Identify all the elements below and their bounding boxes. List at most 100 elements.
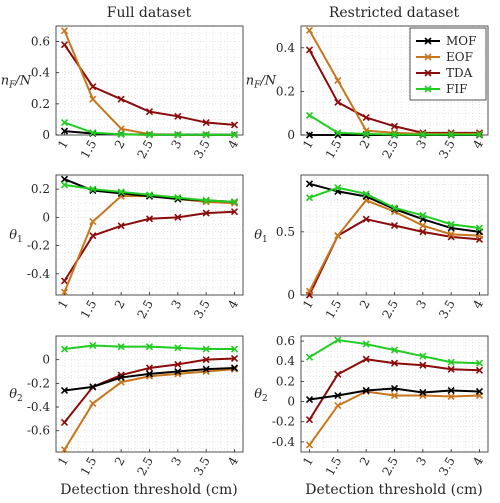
x-tick-label: 1 xyxy=(300,138,316,152)
x-tick-label: 4 xyxy=(225,137,241,151)
marker-fif xyxy=(390,204,399,212)
x-tick-label: 3 xyxy=(168,138,184,152)
marker-eof xyxy=(89,218,97,226)
legend-entry-fif: FIF xyxy=(416,82,467,96)
marker-eof xyxy=(305,441,314,449)
legend-entry-tda: TDA xyxy=(416,66,473,80)
marker-fif xyxy=(89,341,97,350)
marker-mof xyxy=(390,384,399,393)
y-tick-label: 0 xyxy=(42,210,50,224)
y-axis-label: nF/N xyxy=(246,74,277,91)
marker-fif xyxy=(419,211,427,219)
x-tick-label: 2.5 xyxy=(134,298,156,322)
y-axis-label: θ2 xyxy=(254,387,268,404)
marker-tda xyxy=(202,118,210,127)
x-tick-label: 4 xyxy=(225,297,241,311)
x-tick-label: 3.5 xyxy=(436,455,458,479)
marker-tda xyxy=(117,222,125,230)
marker-tda xyxy=(305,416,314,424)
legend-entry-eof: EOF xyxy=(416,50,473,64)
y-tick-label: 0.4 xyxy=(276,41,295,55)
y-tick-label: -0.2 xyxy=(27,376,50,390)
x-tick-label: 2.5 xyxy=(134,455,156,479)
marker-mof xyxy=(145,370,154,378)
marker-fif xyxy=(305,194,314,202)
y-tick-label: 0.6 xyxy=(31,35,50,49)
y-tick-label: 0.4 xyxy=(31,66,50,80)
marker-mof xyxy=(305,131,314,139)
marker-fif xyxy=(174,344,182,352)
y-tick-label: -0.4 xyxy=(27,400,51,414)
marker-tda xyxy=(117,95,125,103)
marker-tda xyxy=(174,360,182,368)
marker-tda xyxy=(60,277,69,285)
x-tick-label: 2.5 xyxy=(379,298,401,322)
marker-tda xyxy=(174,213,182,221)
marker-mof xyxy=(117,373,125,381)
series-line-tda xyxy=(63,210,235,282)
marker-tda xyxy=(145,215,154,223)
marker-eof xyxy=(89,399,97,408)
marker-eof xyxy=(334,232,342,240)
marker-tda xyxy=(390,221,399,230)
marker-tda xyxy=(419,228,427,236)
y-tick-label: 0.2 xyxy=(276,374,295,388)
marker-tda xyxy=(362,215,370,223)
marker-fif xyxy=(117,130,125,138)
grid xyxy=(56,335,243,452)
marker-fif xyxy=(145,343,154,351)
y-tick-label: 0.5 xyxy=(276,225,295,239)
marker-tda xyxy=(89,83,97,91)
marker-fif xyxy=(447,220,455,228)
legend-entry-mof: MOF xyxy=(416,34,476,48)
marker-eof xyxy=(334,402,342,410)
marker-eof xyxy=(334,76,342,85)
x-tick-label: 1.5 xyxy=(323,298,345,322)
y-tick-label: 0 xyxy=(287,288,295,302)
legend-label: MOF xyxy=(446,34,476,48)
marker-fif xyxy=(475,359,484,367)
x-axis-label-left: Detection threshold (cm) xyxy=(60,482,237,498)
x-tick-label: 1 xyxy=(55,298,71,312)
marker-mof xyxy=(305,180,314,188)
y-axis-label: θ2 xyxy=(9,387,23,404)
y-tick-label: 0 xyxy=(42,128,50,142)
marker-tda xyxy=(305,46,314,54)
marker-tda xyxy=(202,209,210,217)
marker-fif xyxy=(230,198,239,206)
marker-fif xyxy=(230,131,239,139)
x-tick-label: 2.5 xyxy=(379,455,401,479)
marker-tda xyxy=(145,364,154,372)
x-tick-label: 4 xyxy=(470,297,486,311)
x-tick-label: 2 xyxy=(112,455,128,469)
marker-mof xyxy=(419,388,427,397)
grid xyxy=(56,174,243,296)
panel-2-1: -0.4 -0.2 0 0.2 0.4 0.6 1 1.5 2 2.5 3 3.5 4 θ2 xyxy=(254,334,489,479)
marker-fif xyxy=(419,130,427,139)
marker-fif xyxy=(447,130,455,139)
x-tick-label: 1.5 xyxy=(78,298,100,322)
marker-fif xyxy=(202,131,210,139)
y-tick-label: -0.6 xyxy=(27,424,50,438)
column-title-full: Full dataset xyxy=(107,5,192,21)
marker-eof xyxy=(447,392,455,401)
marker-tda xyxy=(60,41,69,49)
marker-fif xyxy=(447,358,455,366)
x-tick-label: 3 xyxy=(413,138,429,152)
marker-mof xyxy=(89,383,97,391)
x-tick-label: 3 xyxy=(413,298,429,312)
x-tick-label: 2 xyxy=(112,298,128,312)
marker-fif xyxy=(305,111,314,119)
x-tick-label: 2 xyxy=(357,455,373,469)
y-tick-label: -0.4 xyxy=(272,435,296,449)
y-tick-label: -0.4 xyxy=(27,267,51,281)
marker-fif xyxy=(60,118,69,127)
marker-tda xyxy=(362,355,370,363)
marker-fif xyxy=(334,129,342,137)
marker-eof xyxy=(305,26,314,34)
x-tick-label: 2 xyxy=(357,298,373,312)
grid xyxy=(301,335,488,453)
marker-fif xyxy=(145,191,154,199)
marker-fif xyxy=(419,352,427,360)
x-tick-label: 3 xyxy=(168,298,184,312)
